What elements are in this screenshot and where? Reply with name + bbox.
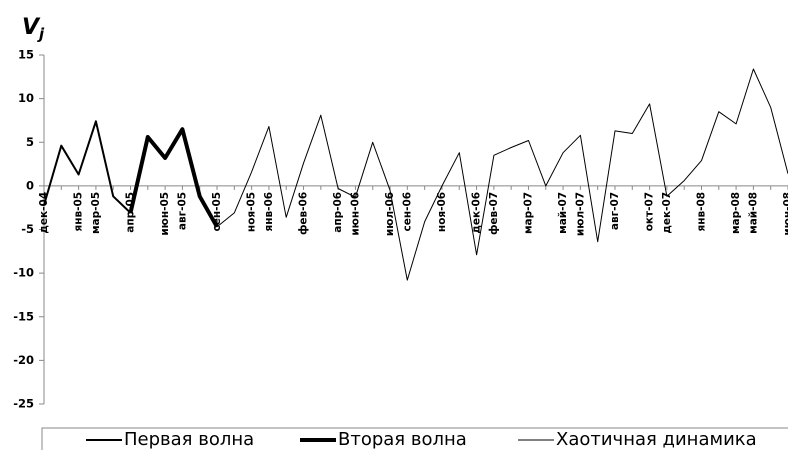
x-tick-label: мар-07	[522, 192, 534, 234]
series-line	[216, 68, 788, 281]
y-label-sub: j	[37, 25, 45, 43]
x-tick-label: июл-07	[574, 192, 586, 236]
legend-label: Вторая волна	[338, 429, 467, 450]
legend-label: Хаотичная динамика	[556, 429, 757, 450]
legend-frame	[41, 427, 788, 450]
y-tick-label: -20	[13, 353, 34, 367]
y-label-main: V	[22, 15, 41, 40]
series-line	[43, 120, 132, 214]
x-tick-label: апр-06	[332, 192, 344, 233]
x-tick-label: сен-06	[401, 192, 413, 232]
x-tick-label: дек-07	[661, 192, 673, 234]
x-tick-label: авг-05	[176, 192, 188, 230]
y-tick-label: -5	[21, 222, 34, 236]
y-tick-label: 10	[18, 91, 34, 105]
y-tick-label: -25	[13, 397, 34, 411]
y-tick-label: 15	[18, 48, 34, 62]
y-tick-label: 5	[26, 135, 34, 149]
x-tick-label: авг-07	[609, 192, 621, 230]
x-tick-label: мар-08	[730, 192, 742, 234]
x-tick-label: дек-04	[38, 192, 50, 234]
x-tick-label: июн-08	[782, 192, 788, 236]
x-tick-label: янв-08	[695, 192, 707, 232]
x-tick-label: янв-05	[73, 192, 85, 232]
y-tick-label: -15	[13, 309, 34, 323]
x-tick-label: фев-07	[488, 192, 500, 235]
x-tick-label: июл-06	[384, 192, 396, 236]
x-tick-label: май-08	[747, 192, 759, 234]
x-tick-label: ноя-06	[436, 192, 448, 232]
x-tick-label: фев-06	[298, 192, 310, 235]
x-tick-label: июн-06	[349, 192, 361, 236]
x-tick-label: мар-05	[90, 192, 102, 234]
series-line	[128, 127, 219, 228]
x-tick-label: янв-06	[263, 192, 275, 232]
y-tick-label: 0	[26, 178, 34, 192]
legend-label: Первая волна	[124, 429, 254, 450]
y-axis-label: Vj	[22, 15, 45, 43]
x-tick-label: ноя-05	[246, 192, 258, 232]
x-tick-label: май-07	[557, 192, 569, 234]
y-tick-label: -10	[13, 266, 34, 280]
x-tick-label: окт-07	[644, 192, 656, 231]
x-tick-label: июн-05	[159, 192, 171, 236]
x-tick-label: дек-06	[471, 192, 483, 234]
